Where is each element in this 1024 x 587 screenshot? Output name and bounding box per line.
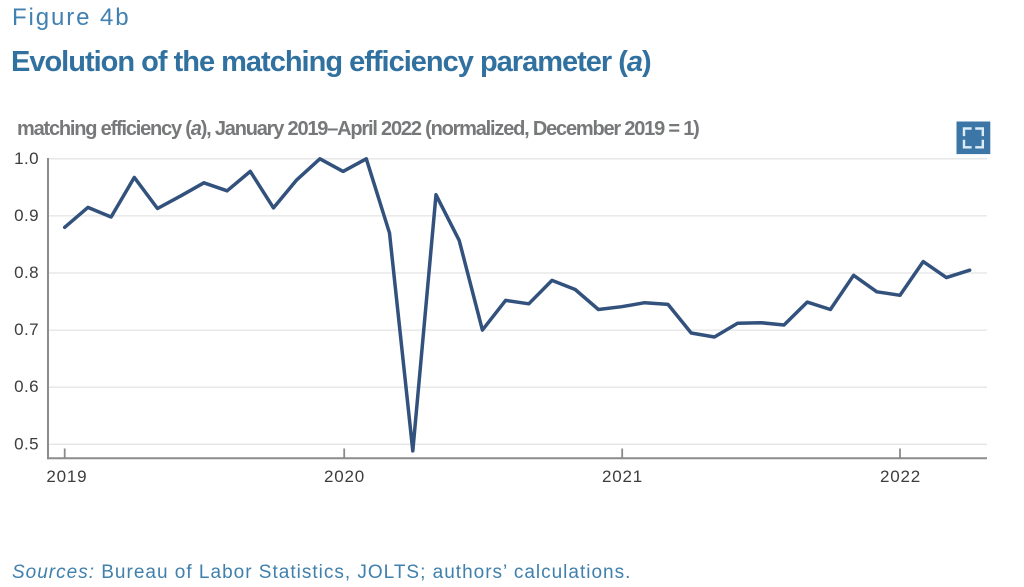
svg-text:2020: 2020: [324, 467, 365, 486]
svg-text:1.0: 1.0: [14, 149, 39, 168]
svg-text:0.6: 0.6: [14, 377, 39, 396]
svg-text:2022: 2022: [880, 467, 921, 486]
svg-text:0.9: 0.9: [14, 206, 39, 225]
svg-text:0.8: 0.8: [14, 263, 39, 282]
svg-text:0.5: 0.5: [14, 434, 39, 453]
svg-text:2021: 2021: [602, 467, 643, 486]
svg-text:2019: 2019: [46, 467, 87, 486]
svg-text:0.7: 0.7: [14, 320, 39, 339]
